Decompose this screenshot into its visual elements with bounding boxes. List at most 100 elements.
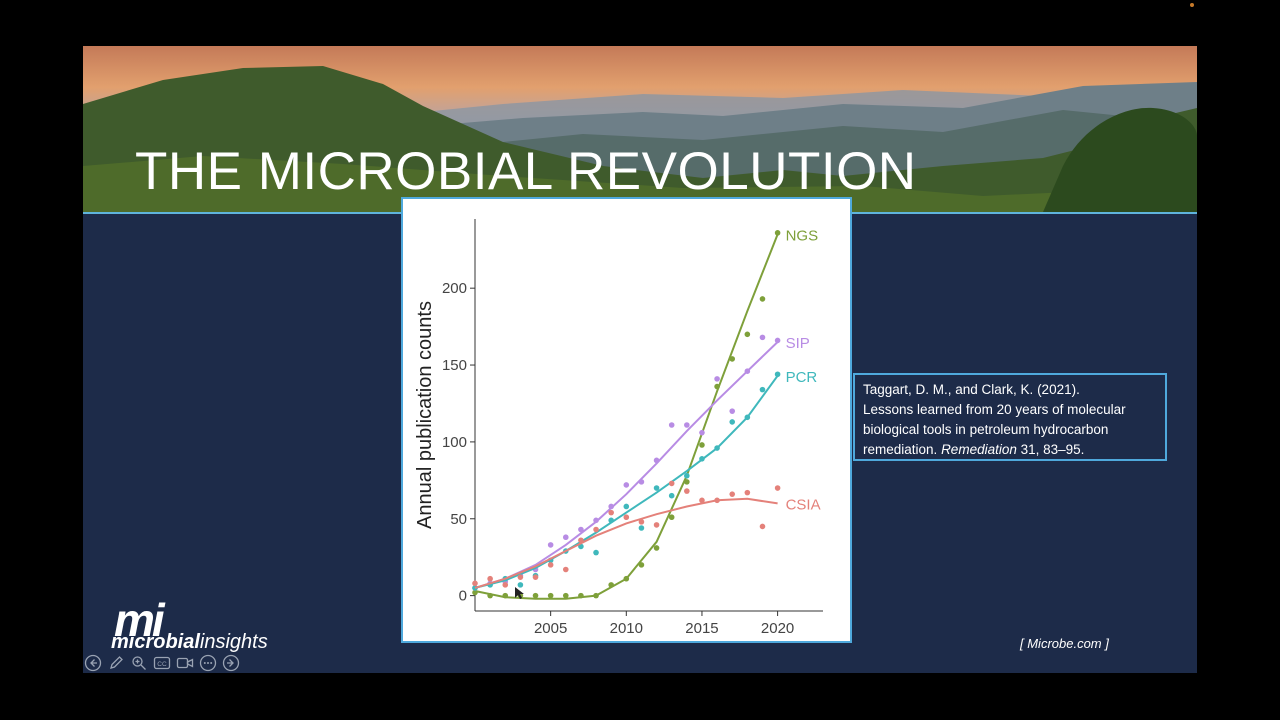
series-sip-point [744,368,751,374]
x-tick-label: 2005 [534,620,567,637]
series-pcr-point [729,419,736,425]
series-ngs-point [638,562,645,568]
series-ngs-point [714,383,720,390]
series-ngs-point [502,592,509,599]
series-sip-point [714,376,720,382]
series-csia-point [502,582,509,588]
series-ngs-point [759,296,766,302]
series-csia-point [714,497,720,504]
series-csia-point [608,509,614,516]
series-csia-point [472,580,478,587]
series-sip-point [638,479,645,485]
series-pcr-point [699,456,705,462]
series-csia-point [684,488,690,494]
window-corner-indicator [1190,3,1194,7]
series-csia-point [623,514,630,521]
y-tick-label: 150 [442,357,467,374]
series-ngs-point [608,582,614,588]
series-sip-line [474,341,779,589]
series-pcr-point [653,485,660,491]
series-sip-point [729,408,736,414]
mouse-cursor-icon [515,587,524,599]
series-pcr-line [474,375,779,589]
series-sip-point [547,542,554,548]
series-sip-point [774,337,781,344]
series-sip-point [668,422,675,428]
series-pcr-point [593,549,599,556]
y-tick-label: 50 [450,511,467,528]
more-icon[interactable] [199,654,217,672]
svg-text:CC: CC [157,661,167,668]
figure-panel: 0 50 100 150 200 2005 2010 2015 2020 Annual publi… [401,197,852,643]
series-sip-point [699,429,705,436]
series-ngs-point [532,592,539,599]
series-csia-point [532,574,539,580]
series-csia-point [699,497,705,504]
series-csia-line [474,497,778,589]
citation-volume: 31, 83–95. [1020,442,1085,457]
series-pcr-point [668,492,675,499]
series-csia-point [774,485,781,491]
series-pcr-point [517,582,524,588]
y-axis-label: Annual publication counts [414,301,436,529]
series-csia-point [487,575,493,582]
pen-icon[interactable] [107,654,125,672]
logo-word-bold: microbial [111,631,200,653]
series-ngs-point [774,230,781,236]
x-tick-label: 2010 [610,620,643,637]
logo-mark: mi [114,594,165,646]
series-ngs-point [653,545,660,551]
citation-line-3: biological tools in petroleum hydrocarbo… [863,422,1109,437]
forward-icon[interactable] [222,654,240,672]
series-csia-point [562,566,569,573]
back-icon[interactable] [84,654,102,672]
series-sip-label: SIP [786,335,810,352]
series-pcr-point [714,445,720,451]
series-sip-point [578,526,584,533]
series-pcr-point [608,517,614,524]
series-ngs-point [744,331,751,338]
citation-line-2: Lessons learned from 20 years of molecul… [863,402,1126,417]
citation-journal: Remediation [941,442,1017,457]
series-csia-point [653,522,660,528]
series-csia-point [638,519,645,525]
series-csia-point [759,523,766,530]
series-sip-point [593,517,599,524]
captions-icon[interactable]: CC [153,654,171,672]
series-ngs-point [547,592,554,599]
y-tick-label: 200 [442,280,467,297]
citation-box: Taggart, D. M., and Clark, K. (2021). Le… [853,373,1167,461]
series-csia-point [547,562,554,568]
citation-line-1: Taggart, D. M., and Clark, K. (2021). [863,382,1080,397]
series-sip-point [608,503,614,510]
series-csia-point [729,491,736,497]
series-pcr-point [638,525,645,531]
series-pcr-label: PCR [786,369,818,386]
series-ngs-point [623,575,630,582]
series-pcr-point [774,371,781,378]
series-sip-point [623,482,630,488]
mountain-banner-image [83,46,1197,212]
source-credit: [ Microbe.com ] [1020,636,1109,651]
y-tick-label: 0 [459,588,467,605]
series-csia-point [668,480,675,487]
x-tick-label: 2015 [685,620,718,637]
series-ngs-point [668,514,675,521]
series-csia-point [517,574,524,580]
microbial-insights-logo: mi microbialinsights [111,594,301,658]
zoom-icon[interactable] [130,654,148,672]
series-ngs-point [562,592,569,599]
publication-trend-chart: 0 50 100 150 200 2005 2010 2015 2020 Annual publi… [414,219,823,637]
series-ngs-point [472,589,478,596]
y-tick-label: 100 [442,434,467,451]
slide-title: THE MICROBIAL REVOLUTION [135,142,917,201]
series-csia-point [744,489,751,496]
citation-remediation: remediation. [863,442,938,457]
series-ngs-point [593,592,599,599]
camera-icon[interactable] [176,654,194,672]
series-sip-point [653,457,660,464]
series-sip-point [759,334,766,341]
logo-word-light: insights [199,631,268,653]
series-pcr-point [759,386,766,393]
series-ngs-line [474,234,779,600]
